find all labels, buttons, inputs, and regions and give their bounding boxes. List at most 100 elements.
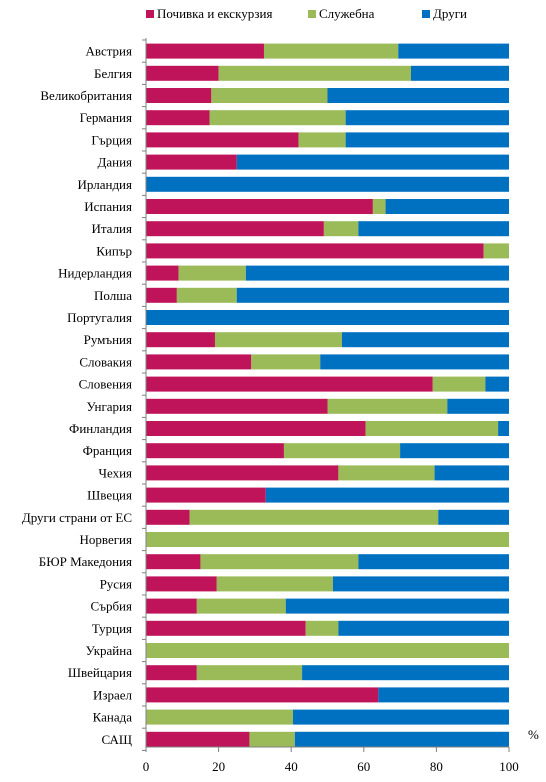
category-label-24: Русия bbox=[100, 576, 132, 591]
bar-segment-29-0 bbox=[146, 687, 379, 703]
bar-segment-15-0 bbox=[146, 376, 433, 392]
bar-segment-21-1 bbox=[189, 509, 439, 525]
category-label-18: Франция bbox=[83, 443, 132, 458]
bar-segment-19-2 bbox=[434, 465, 509, 481]
bar-segment-28-2 bbox=[302, 665, 509, 681]
category-label-4: Гърция bbox=[91, 132, 132, 147]
bar-segment-10-2 bbox=[245, 265, 509, 281]
category-label-16: Унгария bbox=[86, 399, 132, 414]
bar-segment-4-1 bbox=[298, 132, 346, 148]
category-label-15: Словения bbox=[79, 377, 132, 392]
category-label-11: Полша bbox=[94, 288, 132, 303]
bar-segment-16-1 bbox=[327, 398, 448, 414]
legend-swatch-2 bbox=[422, 10, 430, 18]
category-label-17: Финландия bbox=[69, 421, 132, 436]
bar-segment-0-1 bbox=[263, 43, 399, 59]
category-label-20: Швеция bbox=[87, 488, 132, 503]
bar-segment-26-0 bbox=[146, 620, 306, 636]
bar-segment-1-1 bbox=[218, 65, 411, 81]
bar-segment-19-0 bbox=[146, 465, 339, 481]
bar-segment-12-2 bbox=[146, 310, 509, 325]
category-label-8: Италия bbox=[91, 221, 132, 236]
bar-segment-14-2 bbox=[320, 354, 509, 370]
category-label-22: Норвегия bbox=[80, 532, 133, 547]
bar-segment-9-1 bbox=[483, 243, 509, 259]
bar-segment-7-1 bbox=[372, 199, 386, 214]
bar-segment-0-0 bbox=[146, 43, 264, 59]
bar-segment-2-0 bbox=[146, 88, 212, 103]
bar-segment-25-0 bbox=[146, 598, 197, 614]
legend-label-2: Други bbox=[433, 6, 467, 21]
category-label-9: Кипър bbox=[96, 243, 132, 258]
bar-segment-25-2 bbox=[285, 598, 509, 614]
category-label-12: Португалия bbox=[67, 310, 132, 325]
bar-segment-30-1 bbox=[146, 709, 294, 725]
unit-label: % bbox=[528, 727, 539, 742]
bar-segment-30-2 bbox=[293, 709, 509, 725]
bar-segment-14-1 bbox=[251, 354, 321, 370]
bar-segment-0-2 bbox=[398, 43, 509, 59]
x-tick-label-100: 100 bbox=[499, 759, 519, 774]
bar-segment-13-0 bbox=[146, 332, 215, 348]
bar-segment-8-0 bbox=[146, 221, 324, 237]
bar-segment-16-0 bbox=[146, 398, 328, 414]
category-label-19: Чехия bbox=[99, 465, 133, 480]
bar-segment-26-1 bbox=[305, 620, 339, 636]
bar-segment-23-1 bbox=[200, 554, 359, 570]
bar-segment-3-0 bbox=[146, 110, 210, 126]
category-label-23: БЮР Македония bbox=[39, 554, 132, 569]
bar-segment-7-0 bbox=[146, 199, 373, 214]
bar-segment-21-0 bbox=[146, 509, 190, 525]
bar-segment-24-2 bbox=[332, 576, 509, 592]
category-label-10: Нидерландия bbox=[58, 266, 132, 281]
bar-segment-5-2 bbox=[236, 154, 509, 170]
bar-segment-24-1 bbox=[216, 576, 333, 592]
bar-segment-24-0 bbox=[146, 576, 217, 592]
bar-segment-26-2 bbox=[338, 620, 509, 636]
category-label-26: Турция bbox=[92, 621, 132, 636]
bar-segment-7-2 bbox=[385, 199, 509, 214]
bar-segment-16-2 bbox=[447, 398, 509, 414]
bar-segment-25-1 bbox=[196, 598, 286, 614]
bar-segment-3-1 bbox=[209, 110, 346, 126]
bar-segment-1-0 bbox=[146, 65, 219, 81]
bar-segment-22-1 bbox=[146, 532, 509, 547]
x-tick-label-40: 40 bbox=[285, 759, 298, 774]
category-label-0: Австрия bbox=[86, 44, 133, 59]
bar-segment-18-0 bbox=[146, 443, 284, 459]
bar-segment-5-0 bbox=[146, 154, 237, 170]
category-label-6: Ирландия bbox=[78, 177, 133, 192]
bar-segment-14-0 bbox=[146, 354, 252, 370]
bar-segment-2-2 bbox=[327, 88, 509, 103]
legend-label-0: Почивка и екскурзия bbox=[157, 6, 272, 21]
chart-legend: Почивка и екскурзия Служебна Други bbox=[146, 6, 467, 21]
bar-segment-10-0 bbox=[146, 265, 179, 281]
legend-swatch-1 bbox=[308, 10, 316, 18]
bar-segment-27-1 bbox=[146, 643, 509, 658]
bars-group bbox=[146, 43, 509, 747]
category-label-1: Белгия bbox=[94, 66, 132, 81]
bar-segment-23-2 bbox=[358, 554, 509, 570]
bar-segment-11-2 bbox=[236, 287, 509, 303]
bar-segment-17-0 bbox=[146, 421, 366, 436]
category-label-30: Канада bbox=[93, 710, 133, 725]
bar-segment-11-0 bbox=[146, 287, 177, 303]
bar-segment-2-1 bbox=[211, 88, 328, 103]
bar-segment-20-0 bbox=[146, 487, 266, 503]
bar-segment-29-2 bbox=[378, 687, 509, 703]
x-axis: 0 20 40 60 80 100 bbox=[142, 38, 519, 774]
bar-segment-10-1 bbox=[178, 265, 246, 281]
bar-segment-6-2 bbox=[146, 176, 509, 192]
category-label-2: Великобритания bbox=[40, 88, 132, 103]
bar-segment-17-1 bbox=[365, 421, 499, 436]
category-label-25: Сърбия bbox=[91, 599, 132, 614]
bar-segment-9-0 bbox=[146, 243, 484, 259]
category-label-28: Швейцария bbox=[68, 665, 132, 680]
bar-segment-13-2 bbox=[342, 332, 509, 348]
x-tick-label-20: 20 bbox=[212, 759, 225, 774]
bar-segment-4-0 bbox=[146, 132, 299, 148]
bar-segment-1-2 bbox=[410, 65, 509, 81]
x-tick-label-0: 0 bbox=[143, 759, 150, 774]
x-tick-label-60: 60 bbox=[357, 759, 370, 774]
bar-segment-31-1 bbox=[249, 731, 295, 747]
